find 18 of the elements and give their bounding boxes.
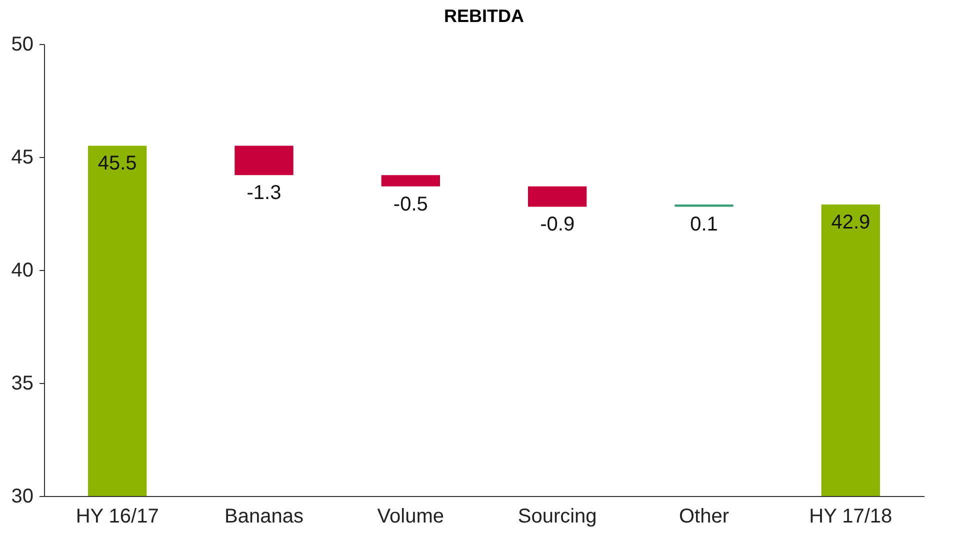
data-label: -0.9: [540, 214, 575, 236]
data-label: 45.5: [98, 152, 137, 175]
data-label: -0.5: [393, 193, 428, 216]
x-tick-label: Other: [678, 506, 730, 528]
data-label: -1.3: [246, 182, 282, 204]
y-tick-label: 45: [11, 146, 34, 168]
x-tick-label: HY 16/17: [76, 506, 159, 528]
y-tick-label: 30: [11, 486, 34, 508]
x-tick-label: Volume: [377, 506, 444, 528]
data-label: 42.9: [831, 211, 870, 234]
y-tick-label: 35: [11, 372, 34, 394]
chart-title: REBITDA: [444, 6, 524, 26]
y-tick-label: 50: [11, 34, 34, 56]
x-tick-label: Bananas: [224, 506, 304, 528]
x-tick-label: HY 17/18: [809, 506, 892, 528]
y-tick-label: 40: [11, 260, 34, 282]
x-tick-label: Sourcing: [518, 506, 597, 528]
data-label: 0.1: [690, 214, 718, 236]
